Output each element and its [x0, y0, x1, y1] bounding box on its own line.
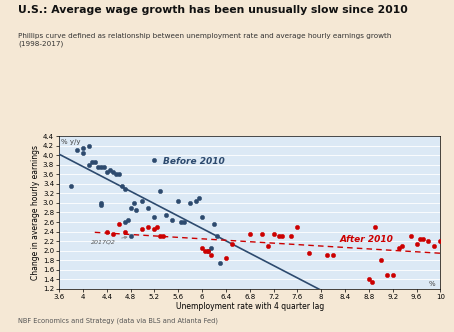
Point [85, 162, 93, 167]
Point [419, 236, 426, 241]
Point [103, 169, 110, 175]
Point [109, 169, 116, 175]
Point [413, 241, 420, 246]
Point [216, 260, 223, 265]
Point [121, 229, 128, 234]
Point [294, 224, 301, 229]
Point [204, 248, 212, 253]
Point [288, 234, 295, 239]
Point [121, 186, 128, 191]
Point [174, 198, 182, 203]
Point [115, 172, 122, 177]
Point [67, 184, 74, 189]
Point [127, 205, 134, 210]
Point [431, 243, 438, 249]
Point [88, 160, 95, 165]
Point [127, 234, 134, 239]
Point [79, 145, 87, 151]
Point [151, 226, 158, 232]
Point [178, 219, 185, 225]
Point [94, 164, 101, 170]
Point [246, 231, 253, 237]
Point [91, 160, 99, 165]
Text: 2017Q2: 2017Q2 [91, 236, 127, 244]
Point [163, 212, 170, 217]
Point [395, 246, 402, 251]
Point [97, 164, 104, 170]
Point [383, 272, 390, 277]
Point [204, 248, 212, 253]
Point [258, 231, 265, 237]
Point [181, 219, 188, 225]
Point [192, 198, 200, 203]
Point [270, 231, 277, 237]
Text: After 2010: After 2010 [339, 235, 393, 244]
Point [365, 277, 373, 282]
Text: Phillips curve defined as relationship between unemployment rate and average hou: Phillips curve defined as relationship b… [18, 33, 391, 47]
Point [145, 224, 152, 229]
Point [398, 243, 405, 249]
Point [425, 238, 432, 244]
Point [139, 226, 146, 232]
Point [130, 200, 137, 206]
Point [264, 243, 271, 249]
Point [437, 238, 444, 244]
Point [157, 234, 164, 239]
X-axis label: Unemployment rate with 4 quarter lag: Unemployment rate with 4 quarter lag [176, 302, 324, 311]
Point [210, 222, 217, 227]
Y-axis label: Change in average hourly earnings: Change in average hourly earnings [31, 145, 40, 280]
Point [222, 255, 230, 261]
Point [106, 167, 114, 172]
Point [79, 150, 87, 155]
Point [109, 231, 116, 237]
Point [371, 224, 379, 229]
Point [276, 234, 283, 239]
Point [124, 217, 131, 222]
Point [198, 214, 206, 220]
Point [416, 236, 423, 241]
Point [407, 234, 414, 239]
Text: Before 2010: Before 2010 [163, 157, 225, 166]
Text: NBF Economics and Strategy (data via BLS and Atlanta Fed): NBF Economics and Strategy (data via BLS… [18, 317, 218, 324]
Point [97, 200, 104, 206]
Point [187, 200, 194, 206]
Point [85, 143, 93, 148]
Point [279, 234, 286, 239]
Point [198, 246, 206, 251]
Point [154, 224, 161, 229]
Point [207, 246, 215, 251]
Point [145, 205, 152, 210]
Point [112, 172, 119, 177]
Point [157, 188, 164, 194]
Point [160, 234, 167, 239]
Point [100, 164, 107, 170]
Point [118, 184, 125, 189]
Point [377, 258, 385, 263]
Point [228, 241, 236, 246]
Point [202, 248, 209, 253]
Point [151, 157, 158, 163]
Point [115, 222, 122, 227]
Point [97, 203, 104, 208]
Point [151, 214, 158, 220]
Point [195, 196, 202, 201]
Point [73, 148, 80, 153]
Point [168, 217, 176, 222]
Point [306, 250, 313, 256]
Point [121, 219, 128, 225]
Text: % y/y: % y/y [61, 138, 80, 144]
Point [389, 272, 396, 277]
Point [133, 208, 140, 213]
Point [213, 234, 221, 239]
Point [103, 229, 110, 234]
Text: U.S.: Average wage growth has been unusually slow since 2010: U.S.: Average wage growth has been unusu… [18, 5, 408, 15]
Text: %: % [429, 281, 436, 287]
Point [368, 279, 375, 284]
Point [139, 198, 146, 203]
Point [330, 253, 337, 258]
Point [324, 253, 331, 258]
Point [207, 253, 215, 258]
